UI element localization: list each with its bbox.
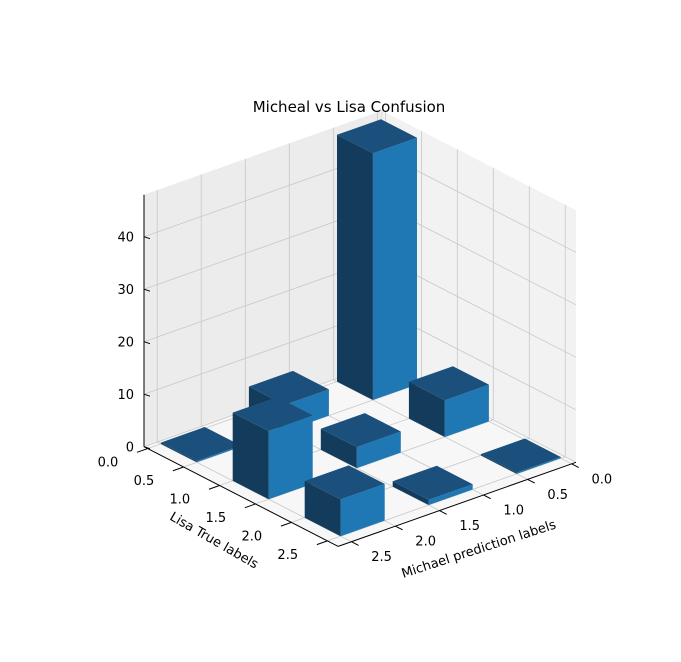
bar-side-face <box>408 381 445 437</box>
bar-top-face <box>392 465 473 500</box>
bar-top-face <box>337 119 417 154</box>
z-tick-label: 20 <box>117 336 134 351</box>
y-tick-label: 2.5 <box>371 550 392 565</box>
bar-front-face <box>268 415 313 500</box>
bar-front-face <box>356 431 401 469</box>
bar-front-face <box>516 457 561 474</box>
y-tick-mark <box>527 478 535 484</box>
x-tick-mark <box>244 503 256 509</box>
bar-top-face <box>480 438 561 473</box>
y-tick-mark <box>439 510 447 515</box>
bar <box>337 119 417 401</box>
z-tick-mark <box>143 393 151 397</box>
y-tick-label: 1.0 <box>503 504 524 519</box>
left-back-pane <box>144 110 382 447</box>
x-tick-mark <box>280 521 292 527</box>
x-tick-mark <box>136 448 148 453</box>
y-tick-label: 2.0 <box>415 535 436 550</box>
y-tick-mark <box>351 541 359 546</box>
bar <box>480 438 561 474</box>
bar-top-face <box>408 366 489 401</box>
y-tick-mark <box>395 525 403 531</box>
z-tick-label: 10 <box>117 388 134 403</box>
bar-side-face <box>337 134 373 401</box>
bar <box>408 366 489 437</box>
bar <box>160 427 241 463</box>
x-tick-mark <box>172 466 184 472</box>
bar <box>232 397 313 500</box>
bar-top-face <box>160 427 241 461</box>
bar-top-face <box>304 465 385 500</box>
y-tick-label: 0.0 <box>591 472 612 487</box>
bar-side-face <box>320 428 357 469</box>
x-tick-label: 1.5 <box>206 511 227 526</box>
x-tick-label: 2.5 <box>277 548 298 563</box>
x-axis-line <box>143 446 339 547</box>
x-tick-label: 1.0 <box>170 493 191 508</box>
bar-top-face <box>320 413 401 448</box>
bar <box>392 465 473 505</box>
bar-front-face <box>340 483 385 537</box>
bar-side-face <box>232 412 269 500</box>
tick-labels: 0.0 0.5 1.0 1.5 2.0 2.5 0.0 0.5 1.0 1.5 2.0 2.5 0 10 2… <box>98 231 613 566</box>
x-tick-label: 2.0 <box>241 529 262 544</box>
z-tick-label: 40 <box>117 231 134 246</box>
z-tick-label: 0 <box>126 441 134 456</box>
y-tick-mark <box>483 494 491 500</box>
bar-top-face <box>232 397 313 431</box>
x-tick-mark <box>316 540 328 546</box>
x-tick-label: 0.0 <box>98 456 119 471</box>
bar-side-face <box>304 481 341 537</box>
bar-side-face <box>480 454 517 474</box>
bar-front-face <box>444 384 489 437</box>
chart-title: Micheal vs Lisa Confusion <box>253 98 446 116</box>
bar <box>304 465 385 537</box>
z-tick-mark <box>143 288 151 292</box>
z-tick-label: 30 <box>117 283 134 298</box>
y-tick-label: 0.5 <box>547 488 568 503</box>
bar-side-face <box>160 442 197 463</box>
z-tick-mark <box>143 341 151 345</box>
x-tick-mark <box>208 485 220 490</box>
z-tick-mark <box>143 446 151 450</box>
bar-front-face <box>428 484 473 505</box>
y-tick-label: 1.5 <box>459 519 480 534</box>
y-tick-mark <box>571 463 580 468</box>
bar-front-face <box>196 445 241 463</box>
y-axis-line <box>338 461 577 547</box>
z-tick-mark <box>143 236 151 240</box>
bar-front-face <box>372 137 417 400</box>
x-tick-label: 0.5 <box>134 474 155 489</box>
bar-side-face <box>392 481 429 505</box>
bar <box>320 413 401 469</box>
bars <box>160 119 561 537</box>
bar-top-face <box>248 370 329 405</box>
